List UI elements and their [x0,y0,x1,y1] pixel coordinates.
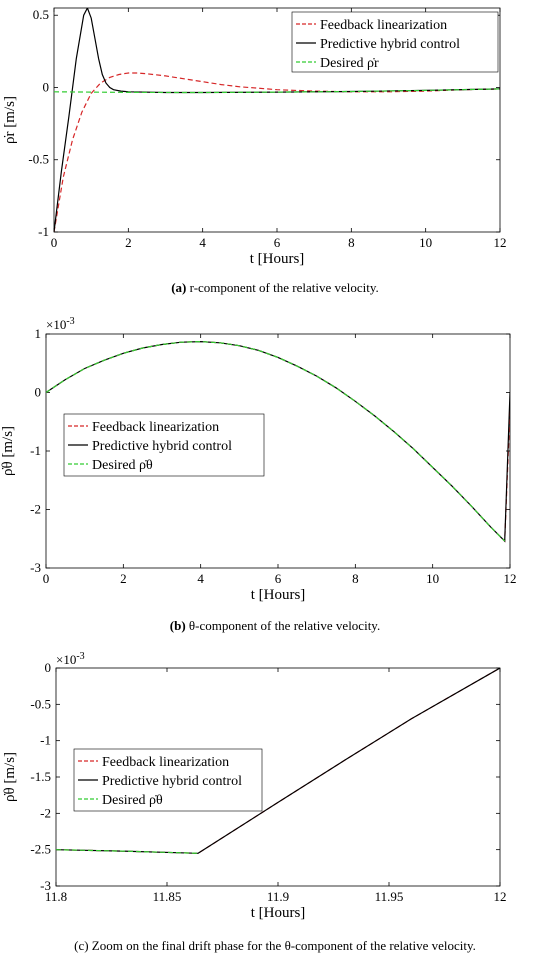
x-tick-label: 2 [120,571,127,586]
legend-label: Predictive hybrid control [320,37,460,52]
y-tick-label: -0.5 [30,696,51,711]
y-tick-label: -2 [30,502,41,517]
y-tick-label: 1 [35,326,42,341]
x-tick-label: 2 [125,235,132,250]
exponent-base: ×10 [56,652,76,667]
caption-a-label: (a) [171,280,186,295]
legend-box [73,748,263,812]
y-tick-label: -0.5 [28,152,49,167]
x-axis-label: t [Hours] [251,905,306,921]
caption-a-text: r-component of the relative velocity. [186,280,378,295]
y-tick-label: 0.5 [33,7,49,22]
y-axis-label: ρ̇θ [m/s] [0,426,16,476]
y-tick-label: 0 [43,79,50,94]
y-tick-label: 0 [45,660,52,675]
x-tick-label: 10 [419,235,432,250]
y-axis-exponent: ×10-3 [56,651,85,667]
legend-label: Feedback linearization [102,755,229,770]
legend-box [291,11,499,73]
x-axis-label: t [Hours] [251,587,306,603]
x-tick-label: 6 [275,571,282,586]
x-tick-label: 11.85 [153,889,182,904]
x-tick-label: 10 [426,571,439,586]
exponent-base: ×10 [46,317,66,332]
x-tick-label: 12 [494,889,507,904]
y-tick-label: 0 [35,385,42,400]
y-tick-label: -1 [40,733,51,748]
caption-b: (b) θ-component of the relative velocity… [170,618,380,633]
y-tick-label: -2 [40,805,51,820]
x-tick-label: 0 [51,235,58,250]
y-axis-exponent: ×10-3 [46,316,75,332]
legend-label: Predictive hybrid control [92,439,232,454]
chart-panel-a: 0 2 4 6 8 10 12 0.5 0 -0.5 -1 t [Hours] ρ̇r [m/s] Fee… [2,7,507,267]
series-line-desired [56,849,199,854]
y-axis-label: ρ̇r [m/s] [2,96,18,144]
y-tick-label: -1 [38,224,49,239]
x-tick-label: 0 [43,571,50,586]
x-tick-label: 11.9 [267,889,289,904]
caption-a: (a) r-component of the relative velocity… [171,280,379,295]
x-tick-label: 12 [504,571,517,586]
series-line-predictive-hybrid-control [54,8,500,232]
y-tick-label: -3 [30,560,41,575]
y-tick-label: -1.5 [30,769,51,784]
x-tick-label: 6 [274,235,281,250]
series-line-desired [54,88,500,94]
chart-panel-c: 11.8 11.85 11.9 11.95 120-0.5-1-1.5-2-2.5-3×… [2,651,507,921]
legend-label: Feedback linearization [92,420,219,435]
y-tick-label: -3 [40,878,51,893]
x-axis-label: t [Hours] [250,251,305,267]
caption-c: (c) Zoom on the final drift phase for th… [74,938,476,953]
y-tick-label: -1 [30,443,41,458]
x-tick-label: 8 [348,235,355,250]
legend-label: Feedback linearization [320,18,447,33]
series-line-desired [46,340,506,542]
legend-box [63,413,265,477]
caption-b-label: (b) [170,618,186,633]
legend-label: Desired ρ̇θ [92,458,153,473]
y-axis-label: ρ̇θ [m/s] [2,752,18,802]
series-line-feedback-linearization [54,72,500,232]
caption-b-text: θ-component of the relative velocity. [186,618,381,633]
y-tick-label: -2.5 [30,842,51,857]
x-tick-label: 12 [494,235,507,250]
legend-label: Predictive hybrid control [102,774,242,789]
x-tick-label: 8 [352,571,359,586]
x-tick-label: 11.95 [375,889,404,904]
legend-label: Desired ρ̇r [320,56,379,71]
x-tick-label: 4 [199,235,206,250]
x-tick-label: 11.8 [45,889,67,904]
exponent-power: -3 [76,651,84,662]
legend-label: Desired ρ̇θ [102,793,163,808]
exponent-power: -3 [66,316,74,327]
x-tick-label: 4 [197,571,204,586]
